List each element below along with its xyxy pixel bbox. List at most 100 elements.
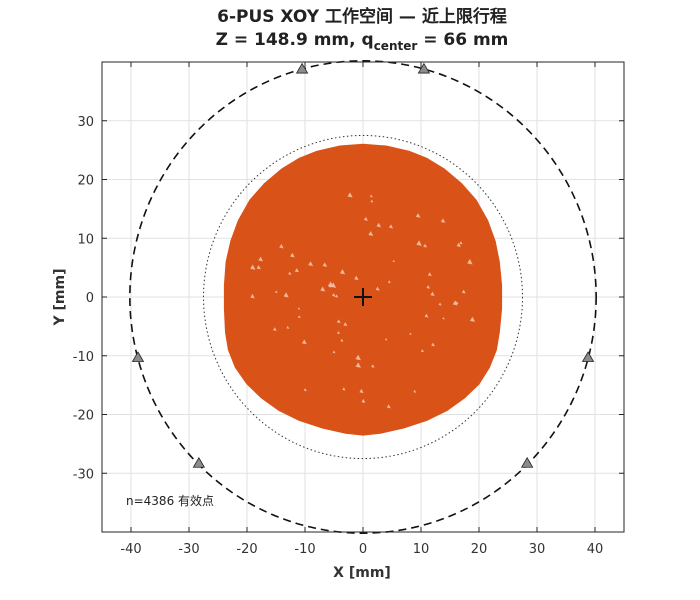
x-tick-label: 30 (529, 542, 546, 557)
mesh-gap-speck (420, 349, 424, 353)
x-tick-label: 40 (587, 542, 604, 557)
x-tick-label: 20 (471, 542, 488, 557)
center-marker (354, 288, 372, 306)
x-axis-label: X [mm] (333, 565, 391, 581)
mesh-gap-speck (334, 294, 339, 298)
mesh-gap-speck (250, 264, 256, 270)
mesh-gap-speck (363, 216, 368, 221)
x-tick-label: -20 (236, 542, 257, 557)
mesh-gap-speck (308, 261, 314, 267)
anchor-triangle (581, 351, 595, 362)
mesh-gap-speck (322, 262, 328, 267)
anchor-triangle (295, 62, 309, 74)
mesh-gap-speck (256, 265, 261, 270)
mesh-gap-speck (370, 199, 374, 203)
mesh-gap-speck (384, 337, 388, 341)
axis-ticks: -40 -30 -20 -10 0 10 20 30 40 -30 -20 -10 0 10 20 30 (73, 62, 624, 557)
mesh-gap-speck (301, 339, 307, 345)
mesh-gap-speck (273, 327, 277, 331)
mesh-gap-speck (332, 350, 336, 354)
mesh-gap-speck (442, 316, 445, 320)
mesh-gap-speck (368, 231, 374, 237)
mesh-gap-speck (371, 364, 375, 368)
mesh-gap-speck (423, 243, 427, 248)
inner-reach-circle (203, 134, 523, 460)
mesh-gap-speck (258, 256, 264, 262)
mesh-gap-speck (375, 286, 380, 291)
mesh-gap-speck (392, 259, 395, 263)
plot-area: -40 -30 -20 -10 0 10 20 30 40 -30 -20 -10 0 10 20 30 (73, 60, 625, 557)
mesh-gap-speck (330, 282, 337, 288)
mesh-gap-speck (456, 242, 461, 247)
mesh-gap-speck (283, 292, 289, 298)
mesh-gap-speck (376, 222, 382, 228)
anchor-markers (131, 62, 595, 468)
mesh-gap-speck (336, 319, 341, 324)
mesh-gap-speck (430, 291, 435, 297)
mesh-gap-speck (386, 404, 391, 409)
title-subscript: center (374, 39, 418, 53)
y-tick-label: 30 (77, 115, 94, 130)
mesh-gap-speck (438, 302, 442, 306)
mesh-gap-speck (416, 240, 422, 246)
mesh-gap-speck (355, 362, 361, 368)
mesh-gap-speck (361, 398, 366, 403)
mesh-gap-speck (320, 286, 326, 292)
mesh-gap-speck (331, 293, 336, 297)
mesh-gap-speck (297, 307, 301, 310)
mesh-gap-speck (297, 315, 301, 319)
mesh-gap-speck (440, 218, 446, 223)
mesh-gap-speck (250, 293, 255, 299)
y-tick-label: -20 (73, 409, 94, 424)
y-tick-label: 10 (77, 232, 94, 247)
x-tick-label: -40 (120, 542, 141, 557)
anchor-triangle (192, 456, 206, 468)
mesh-gap-speck (288, 271, 292, 275)
mesh-gap-speck (274, 290, 278, 294)
mesh-gap-speck (388, 224, 394, 229)
mesh-gap-speck (339, 269, 346, 275)
mesh-gap-speck (452, 300, 458, 306)
mesh-gap-speck (409, 332, 412, 335)
mesh-gap-speck (413, 389, 417, 393)
y-tick-label: 0 (86, 291, 94, 306)
reference-circles (129, 60, 597, 534)
outer-base-circle (129, 60, 597, 534)
y-tick-label: -30 (73, 467, 94, 482)
mesh-gap-speck (286, 325, 290, 329)
mesh-gap-speck (347, 192, 353, 198)
point-count-annotation: n=4386 有效点 (126, 493, 214, 508)
mesh-gap-speck (387, 280, 391, 284)
anchor-triangle (131, 351, 145, 362)
y-tick-label: -10 (73, 350, 94, 365)
mesh-gap-speck (415, 213, 421, 218)
mesh-gap-speck (455, 301, 459, 305)
mesh-gap-speck (336, 330, 341, 335)
mesh-gap-speck (426, 285, 431, 289)
mesh-gap-speck (369, 194, 373, 198)
mesh-gap-speck (340, 338, 344, 342)
mesh-gap-speck (431, 342, 435, 347)
chart-title-line2: Z = 148.9 mm, qcenter = 66 mm (216, 30, 509, 53)
y-axis-label: Y [mm] (52, 269, 68, 327)
mesh-gap-speck (469, 316, 476, 322)
mesh-gap-speck (459, 241, 463, 245)
mesh-gap-speck (467, 259, 473, 265)
title-suffix: = 66 mm (417, 30, 508, 50)
anchor-triangle (520, 456, 534, 468)
mesh-gap-speck (355, 354, 361, 361)
x-tick-label: -10 (294, 542, 315, 557)
mesh-gap-speck (290, 252, 295, 258)
title-prefix: Z = 148.9 mm, q (216, 30, 374, 50)
mesh-gap-speck (359, 388, 364, 394)
chart-title-line1: 6-PUS XOY 工作空间 — 近上限行程 (217, 6, 507, 27)
x-tick-label: 10 (413, 542, 430, 557)
mesh-gap-speck (424, 313, 429, 318)
mesh-gap-speck (427, 272, 432, 277)
x-tick-label: -30 (178, 542, 199, 557)
mesh-gap-speck (294, 268, 299, 273)
mesh-gap-speck (354, 275, 359, 281)
mesh-gap-speck (303, 388, 307, 392)
mesh-gap-speck (342, 387, 346, 391)
